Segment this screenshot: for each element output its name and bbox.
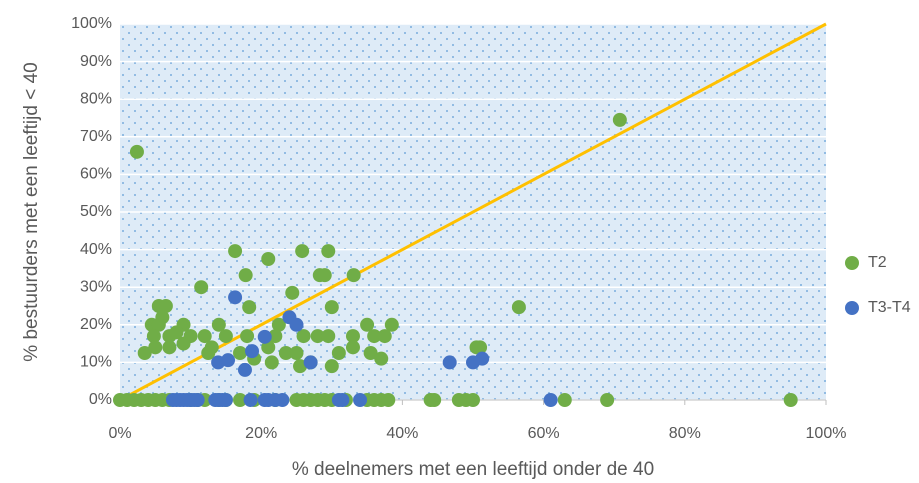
point — [240, 329, 255, 344]
point — [211, 355, 226, 370]
y-tick-label: 80% — [80, 90, 112, 107]
point — [151, 317, 166, 332]
point — [303, 355, 318, 370]
point — [194, 280, 209, 295]
point — [374, 351, 389, 366]
y-tick-label: 10% — [80, 354, 112, 371]
y-tick-label: 20% — [80, 316, 112, 333]
marks: 0% 10% 20% 30% 40% 50% 60% 70% 80% 90% 100% 0% 20% 40… — [71, 15, 911, 442]
point — [137, 346, 152, 360]
point — [190, 393, 205, 407]
point — [278, 346, 293, 360]
point — [377, 329, 392, 344]
point — [162, 340, 177, 355]
point — [146, 329, 161, 344]
point — [469, 340, 484, 355]
point — [169, 325, 184, 340]
point — [289, 346, 304, 360]
y-tick-label: 30% — [80, 278, 112, 295]
point — [321, 244, 336, 259]
point — [353, 393, 368, 407]
point — [442, 355, 457, 370]
y-tick-label: 90% — [80, 53, 112, 70]
point — [197, 329, 212, 344]
point — [346, 268, 361, 283]
point — [345, 329, 360, 344]
diagonal-line — [119, 22, 827, 402]
point — [285, 285, 300, 300]
point — [242, 300, 257, 315]
point — [466, 393, 480, 407]
x-tick-label: 80% — [669, 425, 701, 442]
point — [237, 362, 252, 377]
x-tick-label: 60% — [528, 425, 560, 442]
point — [384, 317, 399, 332]
x-tick-label: 40% — [386, 425, 418, 442]
point — [289, 317, 304, 332]
point — [511, 300, 526, 315]
point — [331, 346, 346, 360]
point — [612, 112, 627, 127]
point — [475, 351, 490, 366]
point — [324, 300, 339, 315]
legend-marker — [845, 301, 859, 315]
point — [257, 329, 272, 344]
point — [600, 393, 615, 407]
point — [427, 393, 442, 407]
point — [261, 340, 276, 355]
point — [360, 317, 375, 332]
point — [243, 393, 258, 407]
point — [176, 336, 191, 351]
legend-label: T2 — [868, 254, 887, 271]
x-tick-label: 0% — [108, 425, 131, 442]
point — [381, 393, 396, 407]
x-tick-label: 20% — [245, 425, 277, 442]
point — [201, 346, 216, 360]
point — [264, 355, 279, 370]
point — [228, 244, 243, 259]
point — [218, 329, 233, 344]
point — [233, 346, 248, 360]
point — [271, 317, 286, 332]
y-tick-label: 70% — [80, 128, 112, 145]
point — [345, 340, 360, 355]
point — [783, 393, 798, 407]
y-axis-title: % bestuurders met een leeftijd < 40 — [21, 62, 42, 361]
y-tick-label: 100% — [71, 15, 112, 32]
point — [543, 393, 558, 407]
point — [268, 329, 283, 344]
point — [158, 299, 173, 313]
point — [321, 329, 336, 344]
point — [245, 344, 260, 359]
point — [233, 393, 248, 407]
point — [324, 359, 339, 374]
point — [238, 268, 253, 283]
point — [310, 329, 325, 344]
legend-marker — [845, 256, 859, 270]
point — [363, 346, 378, 360]
point — [129, 144, 144, 159]
point — [293, 359, 308, 374]
point — [261, 252, 276, 266]
y-tick-label: 40% — [80, 241, 112, 258]
x-axis-title: % deelnemers met een leeftijd onder de 4… — [292, 459, 654, 480]
point — [275, 393, 290, 407]
legend-label: T3-T4 — [868, 299, 911, 316]
point — [228, 290, 243, 305]
x-tick-label: 100% — [806, 425, 847, 442]
point — [296, 329, 311, 344]
point — [317, 268, 332, 283]
point — [218, 393, 233, 407]
y-tick-label: 0% — [89, 391, 112, 408]
point — [367, 329, 382, 344]
y-tick-label: 50% — [80, 203, 112, 220]
point — [295, 244, 310, 259]
point — [211, 317, 226, 332]
point — [148, 340, 163, 355]
point — [557, 393, 572, 407]
point — [335, 393, 350, 407]
y-tick-label: 60% — [80, 166, 112, 183]
